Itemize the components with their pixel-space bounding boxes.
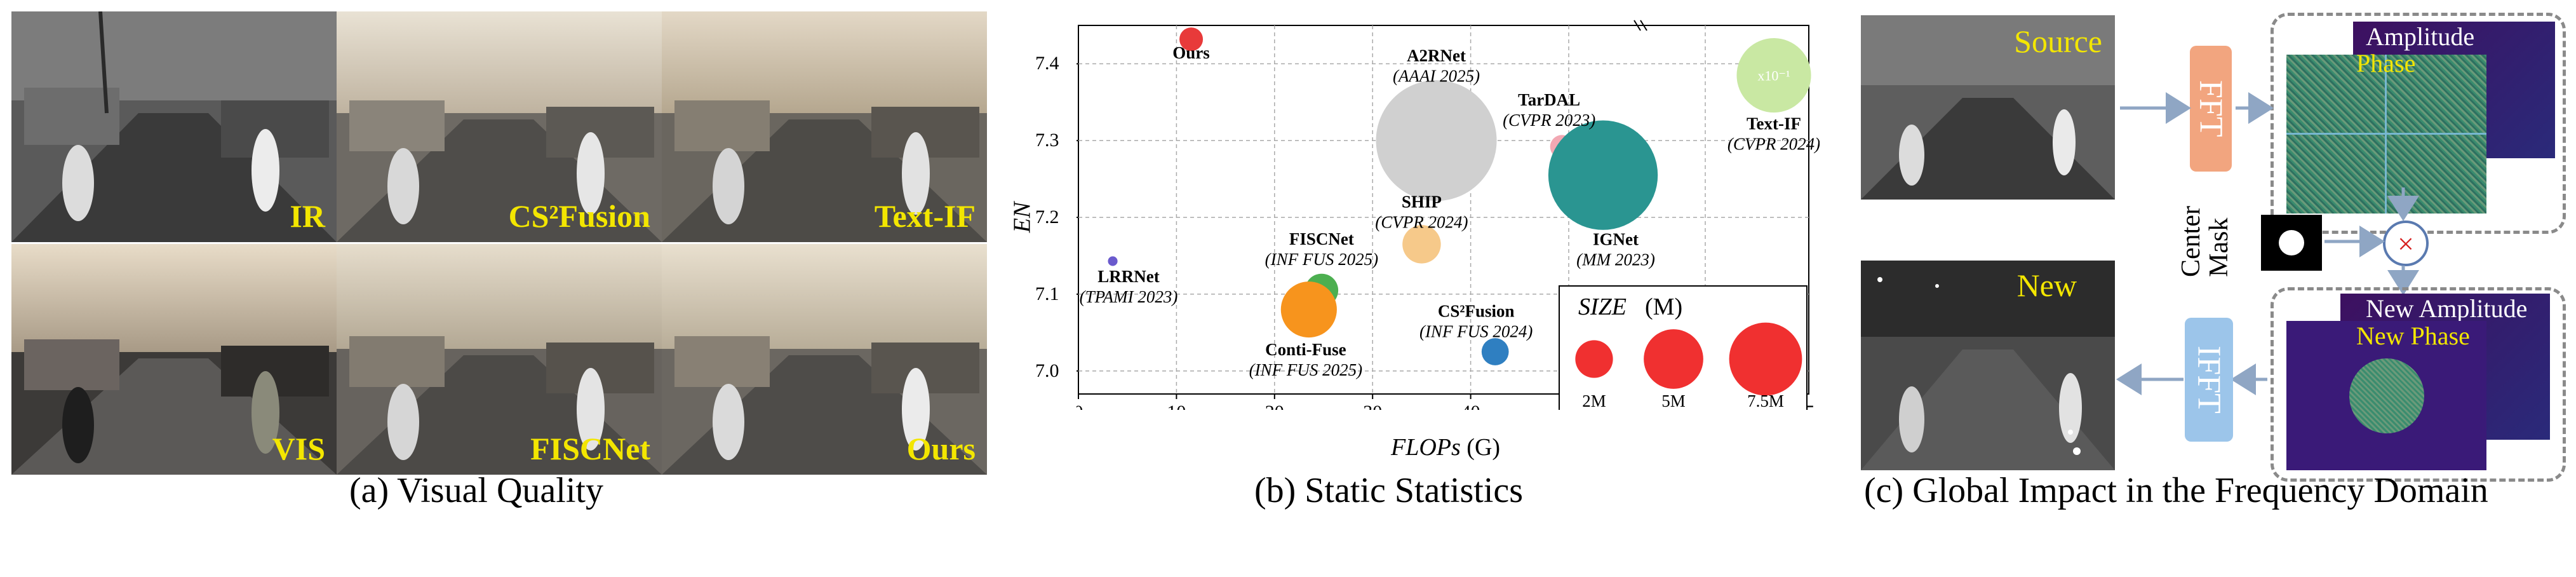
axis-break-mark (1640, 20, 1647, 31)
multiply-operator: × (2383, 221, 2429, 266)
fft-box: FFT (2190, 46, 2232, 172)
cell-label-ir: IR (290, 198, 325, 234)
label-cs-fusion: CS²Fusion (1438, 302, 1515, 321)
venue-tardal: (CVPR 2023) (1503, 111, 1595, 130)
y-tick-label: 7.4 (1035, 53, 1059, 74)
image-ir: IR (11, 11, 337, 242)
label-ship: SHIP (1402, 192, 1442, 211)
ifft-label: IFFT (2190, 346, 2227, 414)
venue-cs-fusion: (INF FUS 2024) (1419, 322, 1533, 341)
phase-spectrum: Phase (2286, 49, 2486, 214)
label-lrrnet: LRRNet (1097, 267, 1159, 286)
cell-label-text-if: Text-IF (874, 198, 976, 234)
fiscnet-street-scene (337, 244, 662, 475)
point-ship (1402, 225, 1441, 264)
source-street-scene (1861, 15, 2115, 200)
legend-label-2m: 2M (1582, 391, 1606, 410)
venue-lrrnet: (TPAMI 2023) (1080, 287, 1178, 306)
phase-vertical-line (2385, 55, 2387, 214)
ir-street-scene (11, 11, 337, 242)
y-tick-label: 7.1 (1035, 283, 1059, 304)
label-ignet: IGNet (1593, 230, 1639, 249)
image-ours: Ours (662, 244, 987, 475)
center-mask-image (2261, 215, 2322, 271)
venue-conti-fuse: (INF FUS 2025) (1249, 360, 1362, 379)
legend-unit: (M) (1645, 294, 1682, 320)
new-phase-circle (2349, 358, 2424, 433)
x-tick-label: 40 (1461, 402, 1480, 410)
point-a2rnet (1376, 80, 1497, 201)
y-tick-label: 7.3 (1035, 130, 1059, 151)
new-amplitude-label: New Amplitude (2366, 294, 2528, 323)
text-if-street-scene (662, 11, 987, 242)
scatter-chart: 01020304050200225OursA2RNet(AAAI 2025)Ta… (1077, 20, 1820, 410)
y-axis-title: EN (1009, 201, 1036, 233)
cell-label-vis: VIS (272, 431, 325, 466)
source-label: Source (2014, 24, 2102, 59)
label-conti-fuse: Conti-Fuse (1265, 340, 1346, 359)
axis-break-mark (1633, 20, 1641, 31)
venue-ignet: (MM 2023) (1576, 250, 1655, 269)
cell-label-ours: Ours (906, 431, 976, 466)
legend-label-5m: 5M (1661, 391, 1686, 410)
x-tick-label: 30 (1363, 402, 1382, 410)
x-tick-label: 20 (1265, 402, 1284, 410)
image-text-if: Text-IF (662, 11, 987, 242)
vis-street-scene (11, 244, 337, 475)
ours-street-scene (662, 244, 987, 475)
venue-text-if: (CVPR 2024) (1727, 135, 1820, 154)
point-cs-fusion (1481, 338, 1509, 365)
y-tick-label: 7.0 (1035, 360, 1059, 381)
venue-ship: (CVPR 2024) (1375, 212, 1468, 231)
new-street-scene (1861, 261, 2115, 470)
x-axis-title: FLOPs (G) (1391, 434, 1501, 461)
new-phase-label: New Phase (2356, 322, 2470, 350)
cs2fusion-street-scene (337, 11, 662, 242)
label-tardal: TarDAL (1518, 90, 1580, 109)
image-cs2fusion: CS²Fusion (337, 11, 662, 242)
legend-title: SIZE (1578, 294, 1627, 320)
caption-frequency: (c) Global Impact in the Frequency Domai… (1864, 471, 2488, 510)
image-vis: VIS (11, 244, 337, 475)
point-conti-fuse (1280, 282, 1337, 338)
amplitude-label: Amplitude (2366, 22, 2475, 51)
caption-visual-quality: (a) Visual Quality (349, 471, 603, 510)
flow-arrows (2116, 92, 2419, 395)
y-tick-label: 7.2 (1035, 207, 1059, 228)
legend-circle-7.5m (1729, 322, 1802, 396)
point-text-if (1736, 37, 1811, 113)
new-phase-spectrum: New Phase (2286, 321, 2486, 470)
cell-label-cs2fusion: CS²Fusion (508, 198, 650, 234)
label-a2rnet: A2RNet (1407, 46, 1466, 65)
x-tick-label: 0 (1077, 402, 1083, 410)
new-label: New (2016, 268, 2077, 303)
legend-circle-2m (1575, 340, 1613, 378)
legend-label-7.5m: 7.5M (1747, 391, 1784, 410)
point-ours (1179, 27, 1204, 51)
point-ignet (1548, 120, 1658, 230)
phase-label: Phase (2356, 49, 2416, 78)
venue-a2rnet: (AAAI 2025) (1393, 66, 1480, 85)
ifft-box: IFFT (2185, 318, 2233, 442)
label-ours: Ours (1172, 43, 1210, 62)
legend-circle-5m (1644, 329, 1703, 389)
cell-label-fiscnet: FISCNet (530, 431, 650, 466)
note-text-if: x10⁻¹ (1757, 68, 1790, 84)
new-image: New (1861, 261, 2115, 470)
fft-label: FFT (2192, 80, 2229, 137)
source-image: Source (1861, 15, 2115, 200)
image-fiscnet: FISCNet (337, 244, 662, 475)
mask-circle (2279, 230, 2304, 255)
label-text-if: Text-IF (1747, 114, 1801, 133)
label-fiscnet: FISCNet (1289, 229, 1354, 248)
point-lrrnet (1108, 256, 1118, 266)
caption-static-statistics: (b) Static Statistics (1254, 471, 1524, 510)
new-amplitude-phase-group (2271, 287, 2566, 482)
venue-fiscnet: (INF FUS 2025) (1265, 250, 1378, 269)
x-tick-label: 10 (1167, 402, 1186, 410)
